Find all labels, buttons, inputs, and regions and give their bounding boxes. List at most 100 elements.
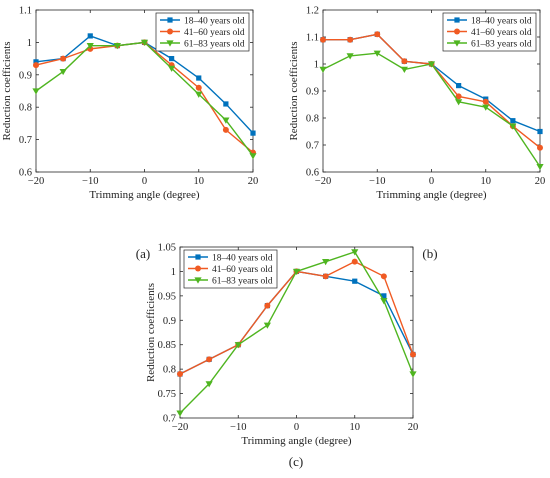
data-point-series-3 <box>263 322 271 329</box>
data-point-series-3 <box>455 99 463 106</box>
legend-marker-2 <box>195 265 201 272</box>
data-point-series-3 <box>536 164 544 171</box>
data-point-series-3 <box>195 91 203 98</box>
data-point-series-1 <box>510 118 516 124</box>
data-point-series-2 <box>374 31 381 38</box>
panel-label: (a) <box>136 246 150 261</box>
x-axis-label: Trimming angle (degree) <box>376 189 487 201</box>
data-point-series-3 <box>380 298 388 305</box>
legend-marker-1 <box>195 254 201 260</box>
legend-marker-2 <box>454 28 460 35</box>
x-tick-label: 20 <box>248 176 259 187</box>
chart-panel-2: −20 −10 0 10 20 0.6 0.7 0.8 0.9 1 1.1 1.2 Trimming a… <box>288 6 545 262</box>
x-tick-label: 10 <box>481 176 492 187</box>
data-point-series-3 <box>400 66 408 73</box>
data-point-series-3 <box>222 117 230 124</box>
data-point-series-2 <box>401 58 408 65</box>
y-tick-label: 0.8 <box>19 103 32 114</box>
data-point-series-1 <box>169 56 175 62</box>
legend-label-1: 18–40 years old <box>184 17 245 27</box>
y-tick-label: 0.9 <box>306 87 319 98</box>
chart-panel-1: −20 −10 0 10 20 0.6 0.7 0.8 0.9 1 1.1 Trimming angl… <box>1 6 258 262</box>
data-point-series-1 <box>33 59 39 65</box>
data-point-series-3 <box>482 104 490 111</box>
data-point-series-2 <box>455 93 462 100</box>
data-point-series-3 <box>351 249 359 256</box>
data-point-series-2 <box>380 273 387 280</box>
data-point-series-3 <box>409 371 417 378</box>
x-tick-label: 20 <box>408 422 419 433</box>
x-tick-label: 0 <box>429 176 434 187</box>
legend-label-1: 18–40 years old <box>212 254 273 264</box>
data-point-series-2 <box>410 351 416 358</box>
data-point-series-3 <box>176 410 184 417</box>
y-tick-label: 0.9 <box>19 70 32 81</box>
data-point-series-1 <box>223 101 229 107</box>
legend-marker-1 <box>454 17 460 23</box>
y-tick-label: 0.85 <box>158 340 176 351</box>
y-tick-label: 0.8 <box>163 365 176 376</box>
data-point-series-1 <box>537 128 543 135</box>
legend-marker-3 <box>194 277 202 284</box>
legend-label-3: 61–83 years old <box>212 277 273 287</box>
data-point-series-3 <box>168 65 176 72</box>
x-tick-label: −20 <box>28 176 44 187</box>
chart-panel-3: −20 −10 0 10 20 0.7 0.75 0.8 0.85 0.9 0.95 1 1.05 Tri… <box>145 243 418 470</box>
y-axis-label: Reduction coefficients <box>145 283 157 382</box>
x-tick-label: −10 <box>230 422 246 433</box>
data-point-series-2 <box>206 356 213 363</box>
data-point-series-3 <box>86 43 94 50</box>
legend-label-2: 41–60 years old <box>184 28 245 38</box>
data-point-series-2 <box>195 84 202 91</box>
data-point-series-3 <box>346 53 354 60</box>
legend-label-3: 61–83 years old <box>471 40 532 50</box>
data-point-series-2 <box>264 302 271 309</box>
y-tick-label: 0.95 <box>158 291 176 302</box>
legend-label-2: 41–60 years old <box>471 28 532 38</box>
data-point-series-3 <box>234 342 242 349</box>
y-tick-label: 0.6 <box>19 168 32 179</box>
legend-marker-2 <box>167 28 173 35</box>
x-tick-label: 0 <box>142 176 147 187</box>
y-tick-label: 1.1 <box>306 33 319 44</box>
x-tick-label: 10 <box>350 422 361 433</box>
x-tick-label: 0 <box>294 422 299 433</box>
data-point-series-3 <box>205 381 213 388</box>
data-point-series-3 <box>32 88 40 95</box>
data-point-series-3 <box>427 61 436 68</box>
y-tick-label: 0.8 <box>306 114 319 125</box>
y-tick-label: 1.05 <box>158 243 176 254</box>
x-tick-label: 20 <box>535 176 546 187</box>
data-point-series-1 <box>381 293 387 299</box>
x-axis-label: Trimming angle (degree) <box>89 189 200 201</box>
data-point-series-1 <box>352 278 358 284</box>
data-point-series-2 <box>177 371 183 378</box>
legend-marker-1 <box>167 17 173 23</box>
data-point-series-3 <box>292 268 301 276</box>
series-line-3 <box>322 52 541 167</box>
data-point-series-2 <box>537 144 543 151</box>
data-point-series-3 <box>322 259 330 266</box>
data-point-series-3 <box>373 50 381 57</box>
data-point-series-2 <box>482 98 489 105</box>
y-axis-label: Reduction coefficients <box>1 41 13 140</box>
x-tick-label: −20 <box>315 176 331 187</box>
data-point-series-3 <box>59 68 67 76</box>
data-point-series-2 <box>33 62 39 69</box>
y-tick-label: 0.7 <box>306 141 319 152</box>
data-point-series-2 <box>320 36 326 43</box>
y-tick-label: 0.7 <box>19 135 32 146</box>
series-line-2 <box>35 41 254 154</box>
y-tick-label: 0.7 <box>163 414 176 425</box>
legend-marker-3 <box>453 40 461 47</box>
data-point-series-3 <box>140 39 149 46</box>
data-point-series-1 <box>196 75 202 81</box>
data-point-series-3 <box>249 153 257 160</box>
legend-label-3: 61–83 years old <box>184 40 245 50</box>
y-tick-label: 0.75 <box>158 389 176 400</box>
data-point-series-2 <box>347 36 354 43</box>
